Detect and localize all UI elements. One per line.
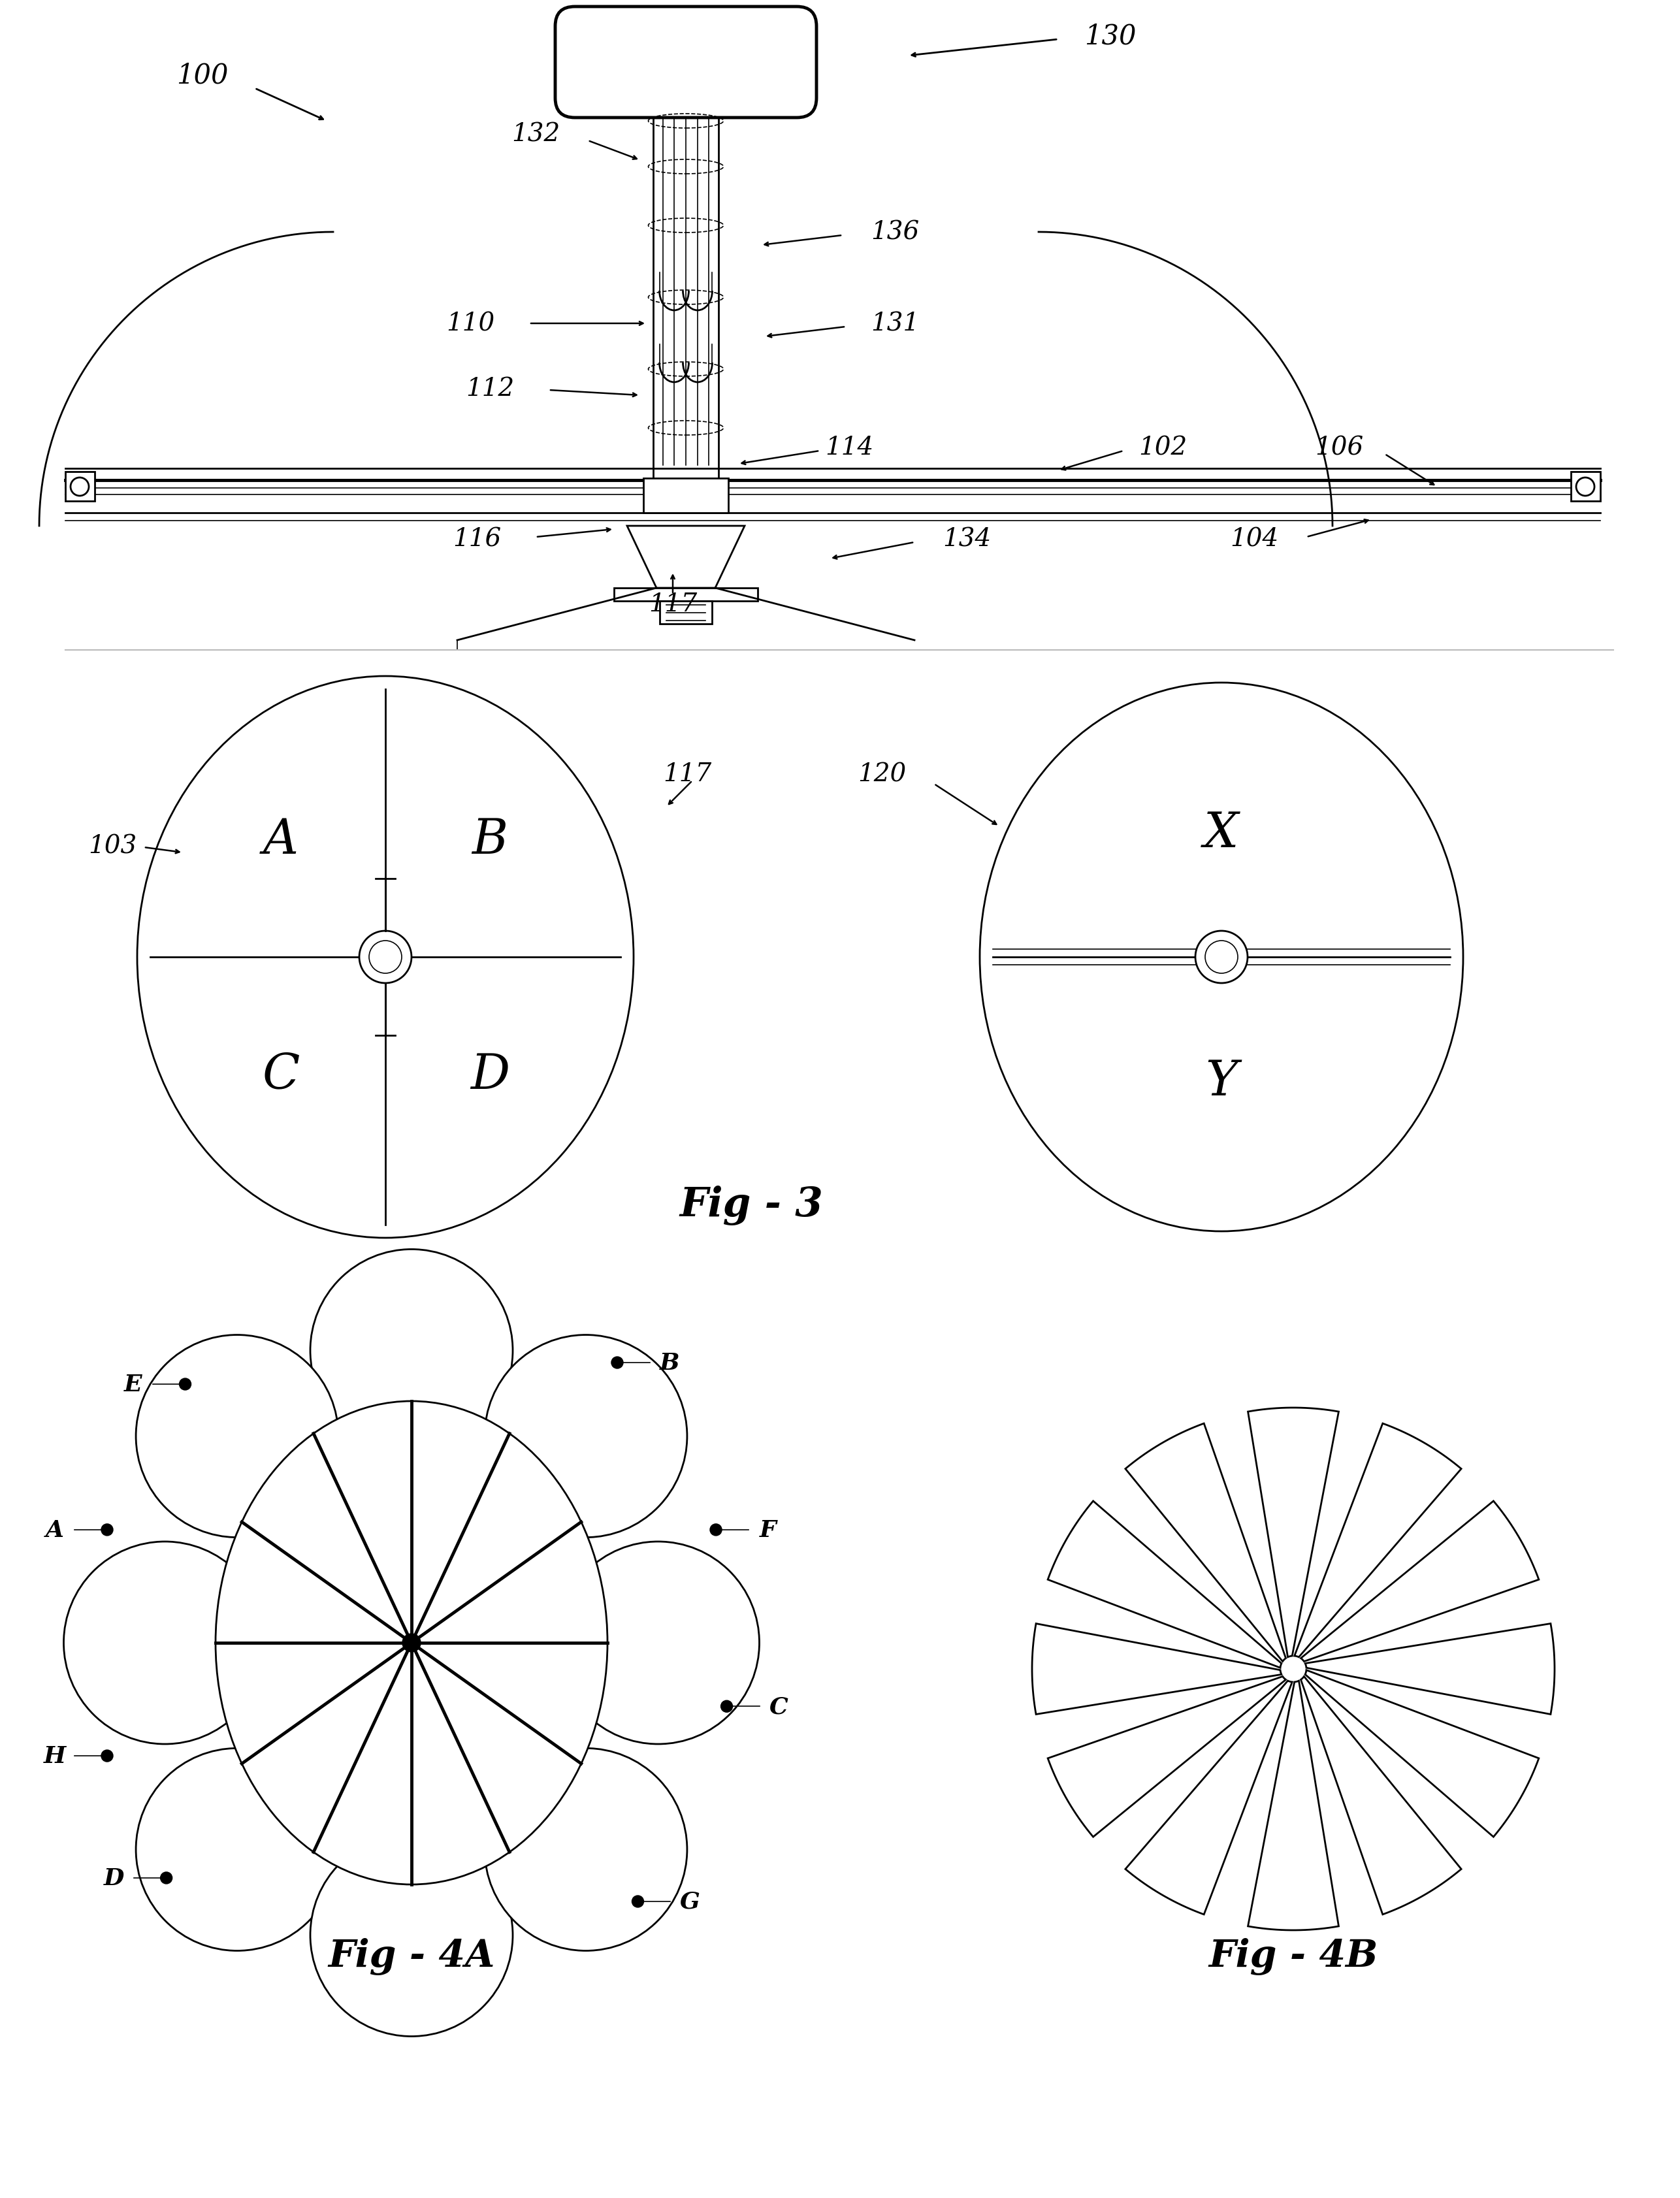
Polygon shape xyxy=(1300,1501,1539,1662)
Text: 100: 100 xyxy=(176,62,228,90)
Text: Fig - 3: Fig - 3 xyxy=(679,1185,823,1224)
Ellipse shape xyxy=(215,1402,608,1884)
Text: H: H xyxy=(44,1745,66,1767)
Polygon shape xyxy=(1032,1624,1282,1714)
Circle shape xyxy=(484,1747,687,1952)
Circle shape xyxy=(556,1541,759,1745)
Text: E: E xyxy=(124,1374,141,1396)
Polygon shape xyxy=(1300,1677,1462,1914)
FancyBboxPatch shape xyxy=(554,7,816,119)
Circle shape xyxy=(311,1833,512,2035)
Polygon shape xyxy=(1305,1670,1539,1838)
Bar xyxy=(66,473,94,501)
Ellipse shape xyxy=(138,677,633,1237)
Circle shape xyxy=(612,1356,623,1369)
Text: B: B xyxy=(660,1352,679,1374)
Text: D: D xyxy=(104,1866,124,1888)
Circle shape xyxy=(1196,932,1248,983)
Circle shape xyxy=(711,1523,722,1536)
Polygon shape xyxy=(1048,1501,1282,1668)
Polygon shape xyxy=(1048,1677,1285,1838)
Circle shape xyxy=(311,1248,512,1453)
Text: 102: 102 xyxy=(1139,435,1188,459)
Text: 117: 117 xyxy=(664,763,712,787)
Circle shape xyxy=(360,932,412,983)
Text: 120: 120 xyxy=(857,763,906,787)
Text: B: B xyxy=(472,815,507,864)
Circle shape xyxy=(64,1541,265,1745)
Circle shape xyxy=(136,1747,338,1952)
Text: 104: 104 xyxy=(1230,528,1278,552)
Text: Fig - 4B: Fig - 4B xyxy=(1208,1939,1378,1976)
Circle shape xyxy=(370,941,402,974)
Circle shape xyxy=(136,1334,338,1539)
Text: A: A xyxy=(45,1519,64,1541)
Text: D: D xyxy=(470,1051,509,1099)
Polygon shape xyxy=(1295,1424,1462,1657)
Circle shape xyxy=(721,1701,732,1712)
Text: 117: 117 xyxy=(648,593,697,618)
Polygon shape xyxy=(1126,1424,1285,1662)
Polygon shape xyxy=(627,525,744,589)
Text: 114: 114 xyxy=(825,435,874,459)
Text: 130: 130 xyxy=(1085,22,1136,51)
Text: 134: 134 xyxy=(942,528,991,552)
Bar xyxy=(1571,473,1601,501)
Circle shape xyxy=(101,1523,113,1536)
Circle shape xyxy=(180,1378,192,1391)
Text: 112: 112 xyxy=(465,378,514,402)
Circle shape xyxy=(161,1873,173,1884)
Polygon shape xyxy=(1248,1409,1339,1657)
Text: 116: 116 xyxy=(452,528,501,552)
Text: 106: 106 xyxy=(1315,435,1362,459)
Text: 132: 132 xyxy=(511,123,559,147)
Text: 131: 131 xyxy=(870,312,919,336)
Text: 136: 136 xyxy=(870,220,919,244)
Text: 103: 103 xyxy=(89,835,138,859)
Bar xyxy=(643,479,729,514)
Circle shape xyxy=(1576,477,1594,497)
Text: Fig - 4A: Fig - 4A xyxy=(328,1939,496,1976)
Polygon shape xyxy=(1248,1681,1339,1930)
Text: F: F xyxy=(759,1519,776,1541)
Bar xyxy=(613,589,758,602)
Circle shape xyxy=(484,1334,687,1539)
Circle shape xyxy=(101,1750,113,1763)
Ellipse shape xyxy=(979,684,1463,1231)
Text: G: G xyxy=(680,1890,701,1912)
Circle shape xyxy=(71,477,89,497)
Circle shape xyxy=(1205,941,1238,974)
Polygon shape xyxy=(1305,1624,1554,1714)
Text: X: X xyxy=(1205,809,1238,857)
Bar xyxy=(660,602,712,624)
Text: C: C xyxy=(769,1695,788,1717)
Text: Y: Y xyxy=(1205,1057,1238,1106)
Text: A: A xyxy=(264,815,299,864)
Text: 110: 110 xyxy=(447,312,494,336)
Text: C: C xyxy=(262,1051,299,1099)
Polygon shape xyxy=(1126,1681,1292,1914)
Circle shape xyxy=(632,1895,643,1908)
Circle shape xyxy=(403,1633,420,1653)
